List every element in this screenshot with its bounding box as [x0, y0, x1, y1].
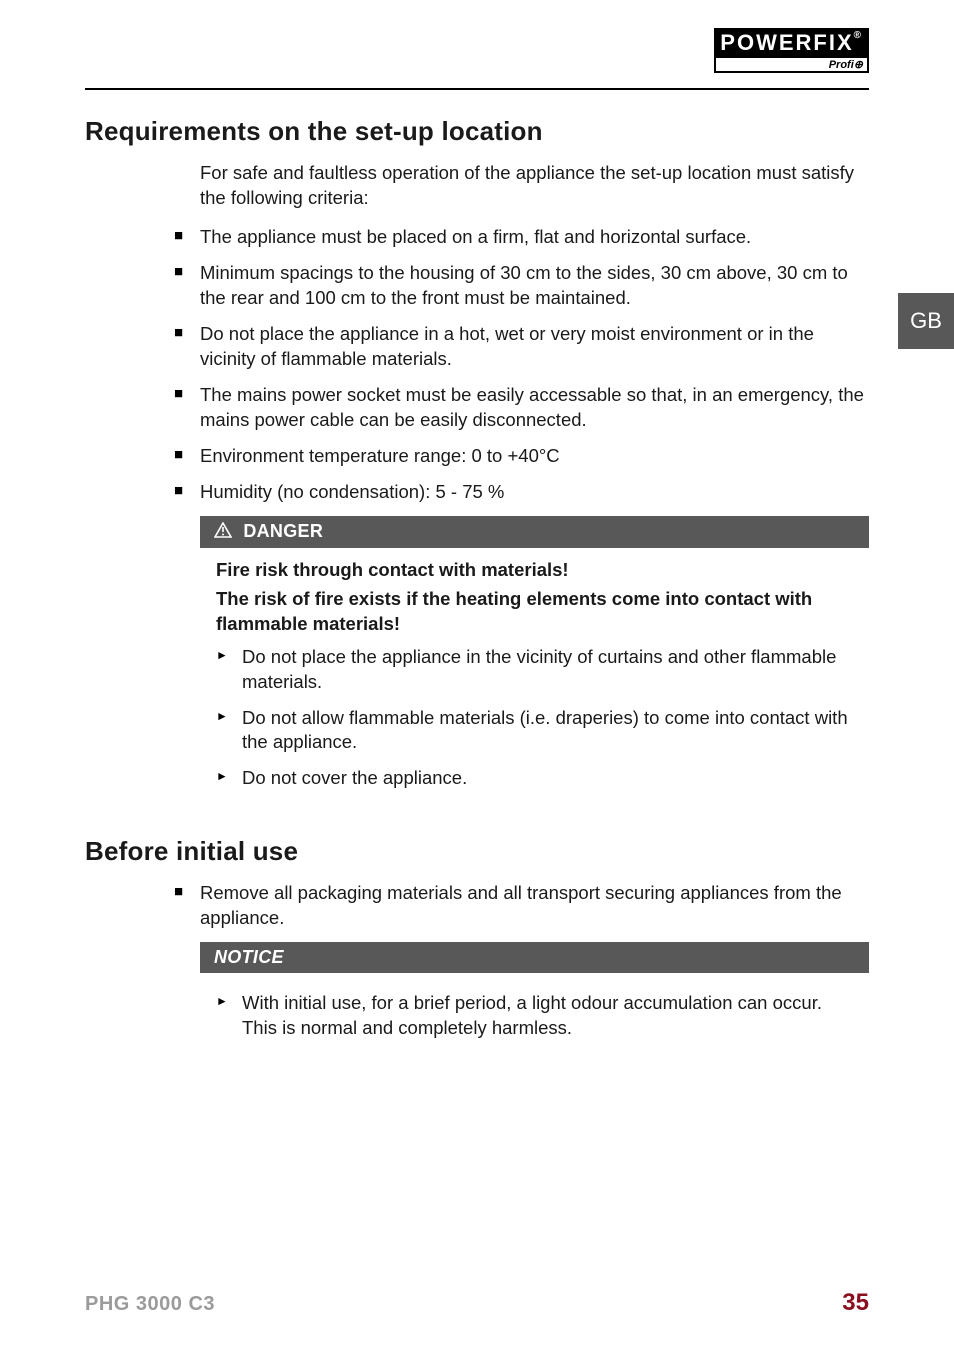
brand-logo-bottom: Profi⊕	[714, 58, 869, 73]
brand-logo: POWERFIX® Profi⊕	[714, 28, 869, 73]
list-item: Minimum spacings to the housing of 30 cm…	[200, 261, 869, 311]
list-item: Do not cover the appliance.	[216, 766, 853, 791]
page-number: 35	[842, 1289, 869, 1317]
danger-header-text: DANGER	[243, 521, 323, 541]
section-heading-setup: Requirements on the set-up location	[85, 116, 869, 147]
notice-box: NOTICE With initial use, for a brief per…	[200, 942, 869, 1060]
danger-box-body: Fire risk through contact with materials…	[200, 548, 869, 811]
list-item: Do not place the appliance in a hot, wet…	[200, 322, 869, 372]
content-area: Requirements on the set-up location For …	[85, 116, 869, 1060]
header-rule	[85, 88, 869, 90]
danger-box-header: DANGER	[200, 516, 869, 548]
danger-strong-2: The risk of fire exists if the heating e…	[216, 587, 853, 637]
warning-triangle-icon	[214, 522, 232, 543]
danger-strong-1: Fire risk through contact with materials…	[216, 558, 853, 583]
section-heading-initial-use: Before initial use	[85, 836, 869, 867]
brand-logo-box: POWERFIX® Profi⊕	[714, 28, 869, 73]
list-item: The appliance must be placed on a firm, …	[200, 225, 869, 250]
list-item: Humidity (no condensation): 5 - 75 %	[200, 480, 869, 505]
initial-use-bullet-list: Remove all packaging materials and all t…	[130, 881, 869, 931]
list-item: Do not allow flammable materials (i.e. d…	[216, 706, 853, 756]
list-item: With initial use, for a brief period, a …	[216, 991, 853, 1041]
page-footer: PHG 3000 C3 35	[85, 1289, 869, 1317]
page: POWERFIX® Profi⊕ GB Requirements on the …	[0, 0, 954, 1355]
brand-logo-top: POWERFIX®	[714, 28, 869, 58]
list-item: Remove all packaging materials and all t…	[200, 881, 869, 931]
registered-mark: ®	[854, 30, 863, 41]
list-item: Do not place the appliance in the vicini…	[216, 645, 853, 695]
notice-header-text: NOTICE	[214, 947, 284, 967]
model-number: PHG 3000 C3	[85, 1293, 215, 1316]
language-tab: GB	[898, 293, 954, 349]
section-intro: For safe and faultless operation of the …	[130, 161, 869, 211]
notice-item-list: With initial use, for a brief period, a …	[216, 991, 853, 1041]
danger-box: DANGER Fire risk through contact with ma…	[200, 516, 869, 811]
notice-box-body: With initial use, for a brief period, a …	[200, 973, 869, 1060]
notice-box-header: NOTICE	[200, 942, 869, 973]
danger-item-list: Do not place the appliance in the vicini…	[216, 645, 853, 792]
language-tab-label: GB	[910, 308, 942, 334]
list-item: The mains power socket must be easily ac…	[200, 383, 869, 433]
setup-bullet-list: The appliance must be placed on a firm, …	[130, 225, 869, 505]
list-item: Environment temperature range: 0 to +40°…	[200, 444, 869, 469]
logo-top-text: POWERFIX	[720, 30, 853, 55]
